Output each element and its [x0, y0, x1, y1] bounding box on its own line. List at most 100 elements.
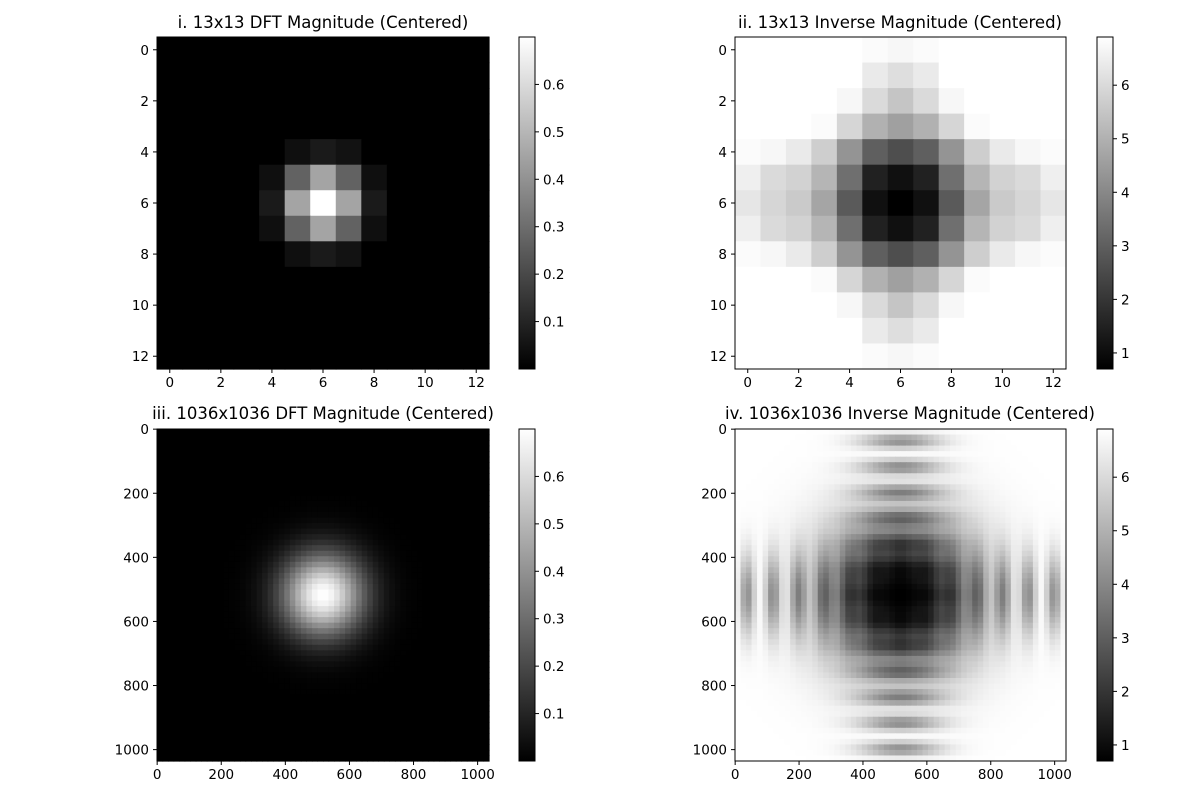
heatmap-cell	[928, 484, 935, 491]
heatmap-cell	[1021, 489, 1028, 496]
heatmap-cell	[450, 484, 457, 491]
heatmap-cell	[472, 700, 479, 707]
heatmap-cell	[378, 744, 385, 751]
heatmap-cell	[228, 495, 236, 502]
heatmap-cell	[245, 429, 252, 436]
heatmap-cell	[757, 445, 764, 452]
heatmap-cell	[234, 528, 241, 535]
x-tick-label: 10	[994, 375, 1011, 391]
heatmap-cell	[173, 727, 180, 734]
heatmap-cell	[889, 506, 896, 513]
heatmap-cell	[162, 495, 169, 502]
heatmap-cell	[894, 434, 902, 441]
heatmap-cell	[245, 600, 252, 607]
heatmap-cell	[411, 733, 418, 740]
heatmap-cell	[1040, 215, 1067, 242]
heatmap-cell	[361, 744, 368, 751]
heatmap-cell	[334, 589, 341, 596]
heatmap-cell	[883, 429, 891, 436]
heatmap-cell	[801, 445, 808, 452]
heatmap-cell	[878, 467, 885, 474]
heatmap-cell	[477, 462, 485, 469]
heatmap-cell	[389, 583, 396, 591]
heatmap-cell	[284, 561, 291, 568]
heatmap-cell	[240, 534, 247, 541]
heatmap-cell	[157, 88, 184, 115]
heatmap-cell	[466, 495, 473, 502]
heatmap-cell	[240, 678, 247, 685]
heatmap-cell	[267, 578, 274, 585]
heatmap-cell	[367, 705, 374, 712]
heatmap-cell	[417, 727, 424, 734]
heatmap-cell	[964, 292, 991, 319]
heatmap-cell	[867, 434, 874, 441]
heatmap-cell	[406, 517, 413, 524]
heatmap-cell	[444, 678, 451, 685]
heatmap-cell	[389, 683, 396, 690]
heatmap-cell	[300, 628, 307, 635]
heatmap-cell	[999, 506, 1006, 513]
heatmap-cell	[262, 611, 269, 618]
heatmap-cell	[328, 716, 335, 723]
heatmap-cell	[212, 689, 219, 696]
heatmap-cell	[400, 556, 407, 563]
heatmap-cell	[323, 473, 330, 480]
heatmap-cell	[195, 473, 202, 480]
heatmap-cell	[300, 583, 307, 591]
heatmap-cell	[406, 639, 413, 646]
heatmap-cell	[323, 467, 330, 474]
heatmap-cell	[323, 462, 330, 469]
heatmap-cell	[223, 700, 230, 707]
heatmap-cell	[223, 694, 230, 701]
heatmap-cell	[259, 266, 286, 293]
heatmap-cell	[735, 62, 762, 89]
heatmap-cell	[195, 467, 202, 474]
heatmap-cell	[422, 749, 429, 757]
heatmap-cell	[328, 489, 335, 496]
heatmap-cell	[483, 744, 490, 751]
heatmap-cell	[190, 655, 197, 662]
heatmap-cell	[339, 672, 346, 679]
heatmap-cell	[284, 164, 311, 191]
heatmap-cell	[190, 600, 197, 607]
heatmap-cell	[417, 650, 424, 657]
heatmap-cell	[157, 600, 164, 607]
heatmap-cell	[157, 744, 164, 751]
heatmap-cell	[273, 517, 280, 524]
heatmap-cell	[317, 578, 324, 585]
heatmap-cell	[190, 572, 197, 579]
heatmap-cell	[190, 639, 197, 646]
heatmap-cell	[428, 489, 435, 496]
heatmap-cell	[223, 622, 230, 629]
heatmap-cell	[913, 241, 940, 268]
heatmap-cell	[450, 633, 457, 640]
heatmap-cell	[378, 661, 385, 668]
heatmap-cell	[417, 489, 424, 496]
heatmap-cell	[339, 523, 346, 530]
heatmap-cell	[173, 683, 180, 690]
heatmap-cell	[444, 556, 451, 563]
heatmap-cell	[760, 37, 787, 64]
heatmap-cell	[300, 528, 307, 535]
heatmap-cell	[477, 556, 485, 563]
heatmap-cell	[861, 440, 868, 447]
heatmap-cell	[350, 512, 357, 519]
heatmap-cell	[790, 467, 797, 474]
heatmap-cell	[461, 500, 468, 508]
heatmap-cell	[306, 655, 313, 662]
heatmap-cell	[157, 489, 164, 496]
heatmap-cell	[256, 434, 263, 441]
heatmap-cell	[190, 445, 197, 452]
heatmap-cell	[323, 722, 330, 729]
heatmap-cell	[345, 666, 352, 674]
heatmap-cell	[383, 456, 390, 463]
heatmap-cell	[328, 434, 335, 441]
heatmap-cell	[157, 539, 164, 546]
heatmap-cell	[389, 589, 396, 596]
heatmap-cell	[345, 539, 352, 546]
y-tick-label: 8	[718, 247, 727, 263]
heatmap-cell	[267, 561, 274, 568]
heatmap-cell	[345, 755, 352, 762]
heatmap-cell	[273, 528, 280, 535]
x-tick-label: 8	[370, 375, 379, 391]
